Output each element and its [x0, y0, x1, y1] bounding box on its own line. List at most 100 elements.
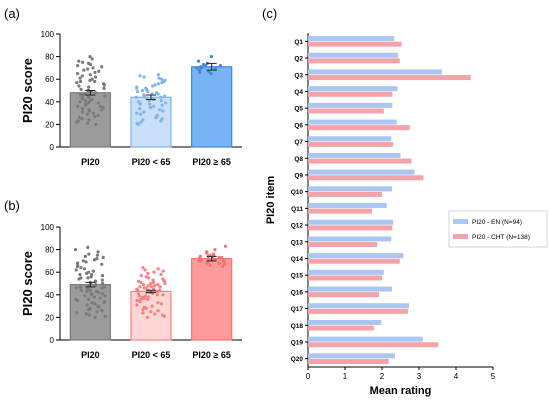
data-point [220, 264, 225, 269]
data-point [142, 286, 146, 290]
data-point [103, 294, 107, 298]
data-point [79, 266, 83, 270]
data-point [88, 288, 92, 292]
data-point [156, 267, 160, 271]
data-point [159, 302, 164, 306]
data-point [142, 94, 146, 98]
data-point [76, 64, 80, 68]
data-point [158, 288, 162, 292]
data-point [209, 55, 213, 59]
data-point [88, 62, 93, 67]
data-point [213, 248, 217, 252]
data-point [135, 86, 139, 90]
bar-cht [308, 225, 393, 231]
data-point [86, 67, 90, 71]
bar-cht [308, 125, 410, 131]
data-point [87, 118, 91, 122]
data-point [81, 93, 85, 97]
data-point [83, 254, 88, 258]
category-label: PI20 ≥ 65 [192, 350, 230, 360]
data-point [87, 108, 91, 112]
data-point [156, 301, 160, 305]
bar-cht [308, 41, 402, 47]
data-point [86, 101, 91, 105]
data-point [93, 315, 97, 319]
data-point [83, 294, 87, 298]
y-axis-title: PI20 score [20, 251, 35, 316]
category-label: PI20 ≥ 65 [192, 157, 230, 167]
data-point [158, 108, 162, 112]
data-point [96, 113, 100, 117]
data-point [221, 259, 225, 263]
data-point [145, 315, 150, 319]
data-point [135, 111, 139, 115]
data-point [163, 94, 167, 98]
item-label: Q20 [291, 356, 304, 363]
data-point [149, 105, 153, 110]
data-point [82, 68, 86, 72]
data-point [161, 109, 165, 113]
data-point [146, 297, 150, 301]
data-point [76, 104, 80, 108]
bar-en [308, 152, 401, 158]
data-point [146, 90, 150, 94]
data-point [159, 119, 163, 123]
data-point [160, 80, 164, 85]
bar-en [308, 269, 384, 275]
data-point [96, 101, 101, 105]
data-point [198, 70, 202, 75]
bar-en [308, 52, 398, 58]
item-label: Q10 [291, 189, 304, 196]
data-point [199, 66, 204, 70]
data-point [78, 93, 83, 97]
data-point [152, 104, 156, 108]
bar-cht [308, 325, 374, 331]
bar-en [308, 36, 395, 42]
data-point [100, 273, 105, 278]
bar-cht [308, 141, 394, 147]
data-point [139, 297, 143, 301]
data-point [100, 108, 104, 112]
data-point [84, 260, 88, 264]
data-point [93, 91, 98, 95]
data-point [143, 268, 147, 272]
data-point [80, 96, 85, 101]
data-point [94, 289, 99, 294]
data-point [79, 79, 83, 84]
data-point [153, 312, 157, 316]
data-point [152, 270, 156, 274]
data-point [80, 74, 84, 78]
y-tick-label: 60 [45, 75, 54, 84]
data-point [146, 276, 151, 280]
data-point [154, 116, 158, 120]
data-point [81, 60, 85, 64]
data-point [141, 266, 145, 270]
data-point [97, 69, 101, 73]
data-point [100, 286, 104, 290]
data-point [136, 288, 140, 292]
data-point [76, 71, 80, 76]
data-point [162, 314, 167, 318]
data-point [135, 303, 139, 307]
x-tick-label: 0 [306, 372, 311, 381]
bar-en [308, 303, 410, 309]
bar-cht [308, 158, 412, 164]
panel-label-a: (a) [4, 6, 20, 21]
bar-cht [308, 258, 400, 264]
bar-en [308, 319, 382, 325]
item-label: Q16 [291, 289, 304, 296]
bar-cht [308, 58, 400, 64]
data-point [103, 94, 107, 98]
data-point [136, 122, 141, 126]
bar-en [308, 186, 392, 192]
data-point [151, 280, 156, 284]
panel-label-c: (c) [262, 6, 277, 21]
bar-cht [308, 292, 380, 298]
bar-cht [308, 75, 471, 81]
data-point [86, 95, 91, 99]
data-point [139, 112, 143, 116]
data-point [158, 285, 162, 289]
bar-en [308, 102, 393, 108]
bar-en [308, 236, 392, 242]
